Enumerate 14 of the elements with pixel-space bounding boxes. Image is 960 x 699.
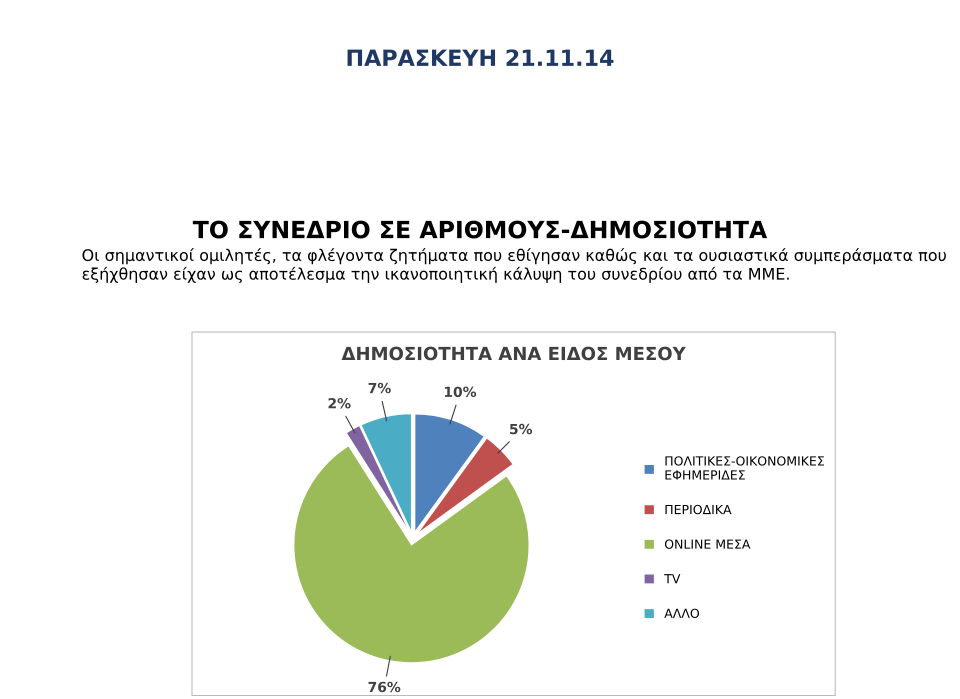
legend-label: ΑΛΛΟ: [664, 608, 700, 618]
legend-label: ONLINE ΜΕΣΑ: [664, 539, 750, 549]
data-label: 10%: [444, 386, 476, 398]
legend-label: ΠΟΛΙΤΙΚΕΣ-ΟΙΚΟΝΟΜΙΚΕΣ ΕΦΗΜΕΡΙΔΕΣ: [665, 456, 824, 480]
data-label: 5%: [510, 424, 532, 434]
text: ΤΟ ΣΥΝΕΔΡΙΟ ΣΕ ΑΡΙΘΜΟΥΣ-ΔΗΜΟΣΙΟΤΗΤΑ: [192, 220, 768, 238]
data-label: 7%: [368, 382, 391, 394]
data-label: 2%: [328, 398, 351, 408]
data-label: 76%: [368, 682, 400, 692]
text: Οι σημαντικοί ομιλητές, τα φλέγοντα ζητήματα που εθίγησαν καθώς και τα ουσιαστικά συμπεράσματα που εξήχθησαν είχαν ως αποτέλεσμα την ικανοποιητική κάλυψη του συνεδρίου από τα ΜΜΕ.: [82, 248, 946, 283]
chart-title: ΔΗΜΟΣΙΟΤΗΤΑ ΑΝΑ ΕΙΔΟΣ ΜΕΣΟΥ: [342, 346, 686, 360]
legend-label: ΠΕΡΙΟΔΙΚΑ: [665, 504, 732, 514]
legend-label: TV: [664, 574, 680, 584]
text: ΠΑΡΑΣΚΕΥΗ 21.11.14: [348, 49, 614, 66]
